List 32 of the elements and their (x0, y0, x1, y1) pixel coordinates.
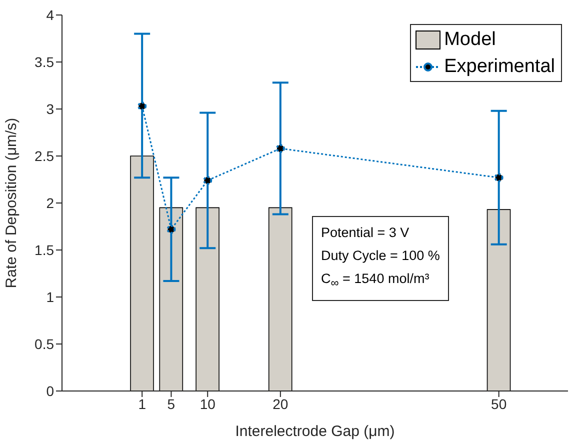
annotation: Potential = 3 V (321, 224, 410, 242)
x-tick-label: 20 (272, 396, 288, 412)
bar (268, 207, 292, 391)
point (203, 176, 212, 185)
y-tick-label: 1 (46, 288, 54, 305)
y-tick-label: 4 (46, 6, 54, 23)
legend-label: Experimental (444, 55, 555, 79)
y-tick-label: 0.5 (34, 336, 54, 352)
y-tick-label: 2.5 (34, 148, 54, 164)
y-tick-label: 0 (46, 382, 54, 399)
x-tick-label: 5 (167, 396, 176, 412)
annotation: Duty Cycle = 100 % (321, 247, 440, 265)
bar (159, 207, 184, 391)
y-tick-label: 3.5 (34, 54, 54, 70)
point (494, 173, 504, 182)
y-axis-title: Rate of Deposition (μm/s) (2, 118, 20, 288)
x-tick-label: 1 (138, 396, 146, 412)
point (276, 144, 285, 153)
bar (130, 156, 154, 391)
y-tick-label: 1.5 (34, 242, 54, 258)
bar (196, 207, 220, 391)
point (166, 224, 176, 234)
x-tick-label: 10 (200, 396, 216, 412)
bar (486, 209, 511, 391)
point (138, 102, 147, 111)
x-tick-label: 50 (491, 396, 507, 412)
annotation: C$_{∞}$ = 1540 mol/m³ (321, 270, 430, 292)
note-box: Potential = 3 V Duty Cycle = 100 % C$_{∞}$ = 1540 mol/m³ (312, 216, 449, 301)
x-axis-title: Interelectrode Gap (μm) (235, 423, 395, 440)
y-tick-label: 2 (46, 194, 54, 211)
y-tick-label: 3 (46, 100, 54, 117)
legend-label: Model (444, 28, 496, 52)
